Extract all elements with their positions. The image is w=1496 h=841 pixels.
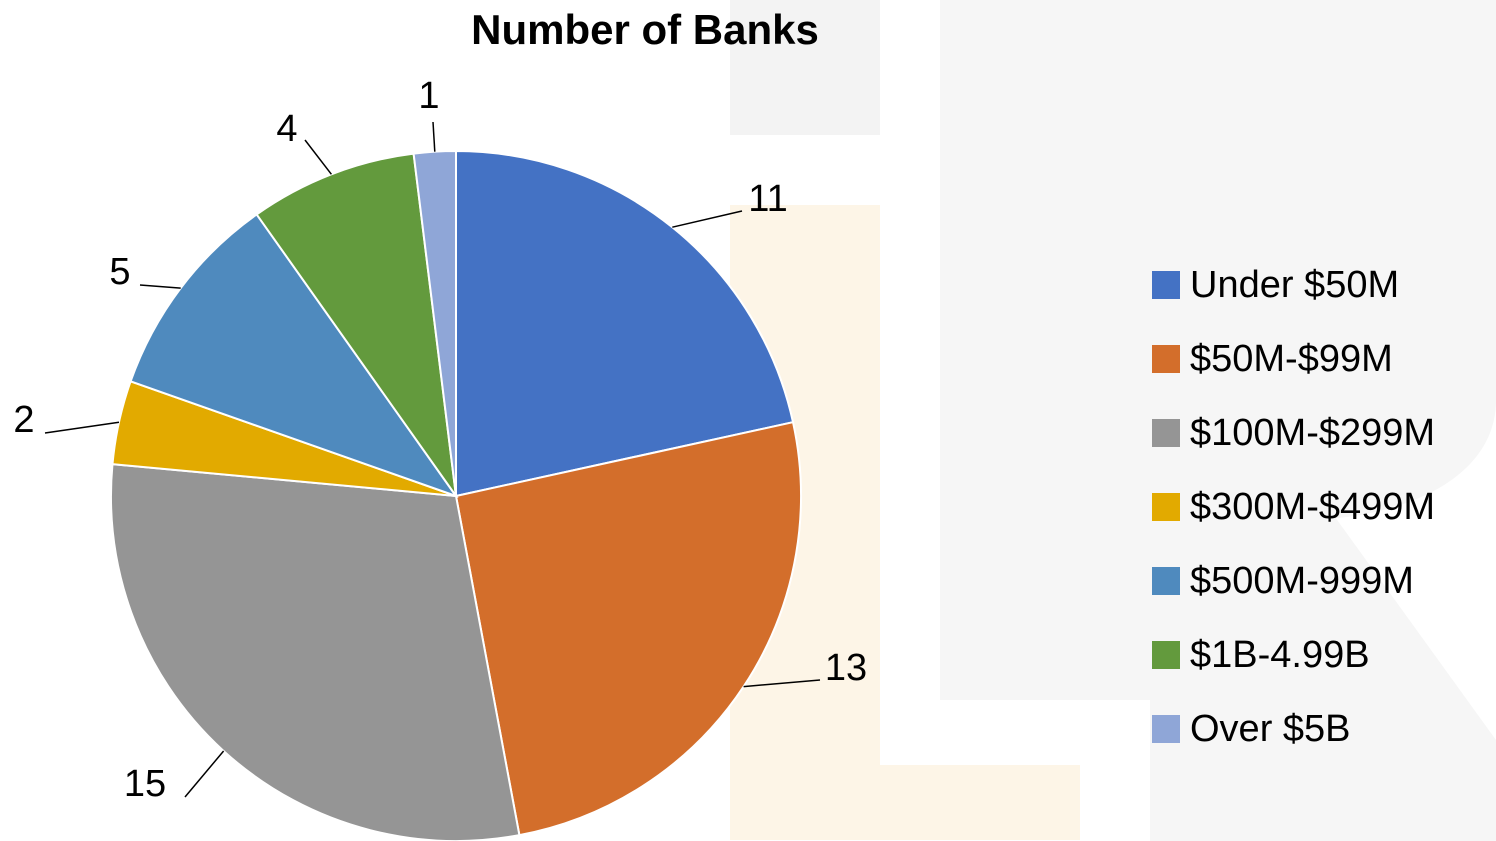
data-label: 15 xyxy=(124,763,166,805)
leader-line xyxy=(672,210,743,228)
legend-item: $300M-$499M xyxy=(1152,470,1435,544)
legend-label: Over $5B xyxy=(1190,707,1351,750)
chart-title: Number of Banks xyxy=(471,6,819,53)
legend-item: Over $5B xyxy=(1152,692,1435,766)
pie-slice xyxy=(455,149,795,498)
pie-slice xyxy=(454,420,802,837)
data-label: 5 xyxy=(109,251,130,293)
legend-label: $300M-$499M xyxy=(1190,485,1436,528)
leader-line xyxy=(432,121,436,152)
data-label: 13 xyxy=(825,647,867,689)
data-label: 1 xyxy=(418,75,439,117)
pie-slices xyxy=(110,149,802,841)
leader-line xyxy=(743,679,821,688)
legend-swatch xyxy=(1152,419,1180,447)
legend-swatch xyxy=(1152,641,1180,669)
leader-line xyxy=(184,750,225,798)
leader-line xyxy=(304,139,332,175)
leader-line xyxy=(139,284,181,289)
leader-line xyxy=(44,421,120,434)
data-label: 11 xyxy=(748,178,787,220)
legend-swatch xyxy=(1152,493,1180,521)
data-label: 2 xyxy=(13,399,34,441)
legend-item: $50M-$99M xyxy=(1152,322,1435,396)
legend-swatch xyxy=(1152,715,1180,743)
watermark-logo xyxy=(730,0,1496,841)
legend-label: $50M-$99M xyxy=(1190,337,1393,380)
legend-item: $500M-999M xyxy=(1152,544,1435,618)
legend-label: $1B-4.99B xyxy=(1190,633,1370,676)
legend-swatch xyxy=(1152,567,1180,595)
legend-item: $1B-4.99B xyxy=(1152,618,1435,692)
legend-swatch xyxy=(1152,345,1180,373)
legend-label: $100M-$299M xyxy=(1190,411,1436,454)
legend-item: $100M-$299M xyxy=(1152,396,1435,470)
pie-slice xyxy=(110,463,521,841)
legend: Under $50M $50M-$99M $100M-$299M $300M-$… xyxy=(1152,248,1435,766)
data-labels: 11 13 15 2 5 4 1 xyxy=(13,75,867,805)
legend-swatch xyxy=(1152,271,1180,299)
legend-item: Under $50M xyxy=(1152,248,1435,322)
leader-lines xyxy=(44,121,821,798)
data-label: 4 xyxy=(276,108,297,150)
legend-label: $500M-999M xyxy=(1190,559,1414,602)
pie-slice xyxy=(255,152,457,497)
legend-label: Under $50M xyxy=(1190,263,1400,306)
